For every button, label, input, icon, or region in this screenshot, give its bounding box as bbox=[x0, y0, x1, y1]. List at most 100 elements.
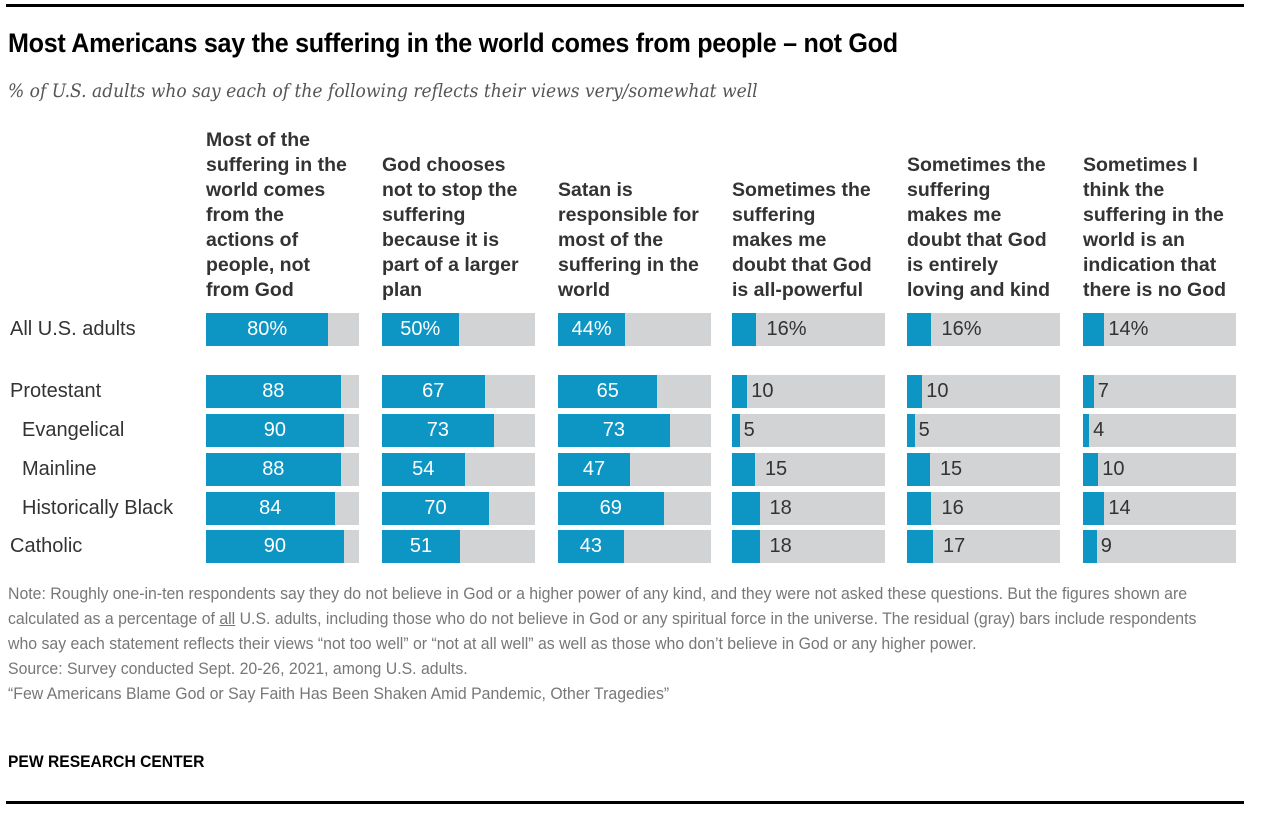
bar-label: 47 bbox=[582, 458, 606, 480]
bar-value bbox=[382, 530, 461, 563]
bar-value bbox=[1083, 414, 1090, 447]
bar-residual: 84 bbox=[206, 492, 359, 525]
bar-label: 90 bbox=[263, 535, 286, 557]
bar-value bbox=[907, 492, 932, 525]
bar-label: 50% bbox=[400, 318, 441, 340]
bar-residual: 50% bbox=[382, 313, 535, 346]
bar-residual: 16% bbox=[732, 313, 885, 346]
bar-label: 80% bbox=[247, 318, 288, 340]
bar-value bbox=[907, 414, 915, 447]
bar-label: 51 bbox=[409, 535, 433, 557]
bar-residual: 10 bbox=[732, 375, 885, 408]
bar-value bbox=[907, 313, 932, 346]
bar-label: 17 bbox=[943, 535, 966, 557]
bar-residual: 88 bbox=[206, 375, 359, 408]
column-header: Sometimes I think the suffering in the w… bbox=[1083, 154, 1227, 301]
bar-value bbox=[732, 375, 748, 408]
bar-label: 4 bbox=[1093, 419, 1105, 441]
bar-value bbox=[206, 453, 341, 486]
bar-label: 18 bbox=[769, 497, 792, 519]
bar-residual: 90 bbox=[206, 530, 359, 563]
bar-value bbox=[732, 453, 755, 486]
notes-block: Note: Roughly one-in-ten respondents say… bbox=[8, 582, 1198, 707]
column-header: Satan is responsible for most of the suf… bbox=[558, 179, 699, 301]
bar-value bbox=[907, 453, 930, 486]
bar-label: 10 bbox=[1102, 458, 1125, 480]
bar-label: 90 bbox=[263, 419, 286, 441]
bar-label: 16 bbox=[941, 497, 964, 519]
brand-label: PEW RESEARCH CENTER bbox=[8, 752, 205, 771]
bar-residual: 44% bbox=[558, 313, 711, 346]
bar-residual: 7 bbox=[1083, 375, 1236, 408]
bar-residual: 80% bbox=[206, 313, 359, 346]
chart-subtitle: % of U.S. adults who say each of the fol… bbox=[8, 80, 758, 102]
bar-residual: 70 bbox=[382, 492, 535, 525]
column-header: Most of the suffering in the world comes… bbox=[206, 129, 347, 301]
source-text: Source: Survey conducted Sept. 20-26, 20… bbox=[8, 660, 468, 678]
bar-residual: 14% bbox=[1083, 313, 1236, 346]
bar-residual: 47 bbox=[558, 453, 711, 486]
bar-label: 67 bbox=[422, 380, 445, 402]
bar-value bbox=[382, 313, 459, 346]
bar-residual: 10 bbox=[1083, 453, 1236, 486]
bar-value bbox=[1083, 492, 1105, 525]
bar-residual: 5 bbox=[732, 414, 885, 447]
bar-label: 7 bbox=[1097, 380, 1109, 402]
bar-residual: 5 bbox=[907, 414, 1060, 447]
bar-label: 65 bbox=[596, 380, 619, 402]
note-prefix: Note: Roughly one-in-ten respondents say… bbox=[8, 585, 1188, 628]
bar-value bbox=[558, 313, 626, 346]
bar-residual: 16% bbox=[907, 313, 1060, 346]
row-label: Protestant bbox=[10, 380, 102, 402]
report-title: “Few Americans Blame God or Say Faith Ha… bbox=[8, 685, 670, 703]
bar-label: 54 bbox=[412, 458, 435, 480]
bar-residual: 9 bbox=[1083, 530, 1236, 563]
bar-residual: 15 bbox=[732, 453, 885, 486]
bar-value bbox=[907, 375, 923, 408]
bar-value bbox=[1083, 453, 1099, 486]
bar-residual: 10 bbox=[907, 375, 1060, 408]
bar-residual: 4 bbox=[1083, 414, 1236, 447]
bar-label: 10 bbox=[751, 380, 774, 402]
row-label: Mainline bbox=[22, 458, 97, 480]
bar-residual: 73 bbox=[558, 414, 711, 447]
bar-value bbox=[558, 375, 658, 408]
bar-residual: 73 bbox=[382, 414, 535, 447]
bar-residual: 43 bbox=[558, 530, 711, 563]
bar-label: 9 bbox=[1100, 535, 1112, 557]
bar-value bbox=[382, 375, 485, 408]
bar-label: 18 bbox=[769, 535, 792, 557]
bar-residual: 18 bbox=[732, 492, 885, 525]
bar-value bbox=[732, 414, 740, 447]
bar-label: 69 bbox=[599, 497, 622, 519]
bar-value bbox=[558, 453, 630, 486]
bar-label: 16% bbox=[766, 318, 807, 340]
bar-residual: 90 bbox=[206, 414, 359, 447]
bar-residual: 18 bbox=[732, 530, 885, 563]
bar-value bbox=[558, 492, 664, 525]
note-underlined-word: all bbox=[219, 610, 236, 628]
bar-label: 15 bbox=[764, 458, 788, 480]
bar-label: 16% bbox=[941, 318, 982, 340]
bar-value bbox=[382, 453, 465, 486]
bar-residual: 17 bbox=[907, 530, 1060, 563]
bar-label: 70 bbox=[424, 497, 447, 519]
bar-label: 44% bbox=[571, 318, 612, 340]
bar-residual: 16 bbox=[907, 492, 1060, 525]
bar-residual: 14 bbox=[1083, 492, 1236, 525]
bar-residual: 65 bbox=[558, 375, 711, 408]
bar-value bbox=[732, 313, 757, 346]
bar-residual: 69 bbox=[558, 492, 711, 525]
row-label: Catholic bbox=[10, 535, 83, 557]
bar-residual: 51 bbox=[382, 530, 535, 563]
bar-label: 43 bbox=[579, 535, 603, 557]
bar-residual: 54 bbox=[382, 453, 535, 486]
column-header: Sometimes the suffering makes me doubt t… bbox=[732, 179, 872, 301]
bar-value bbox=[558, 414, 670, 447]
chart-title: Most Americans say the suffering in the … bbox=[8, 28, 898, 58]
bar-value bbox=[907, 530, 933, 563]
bar-label: 5 bbox=[743, 419, 755, 441]
bar-value bbox=[1083, 375, 1094, 408]
bar-value bbox=[382, 414, 494, 447]
bar-value bbox=[206, 313, 329, 346]
